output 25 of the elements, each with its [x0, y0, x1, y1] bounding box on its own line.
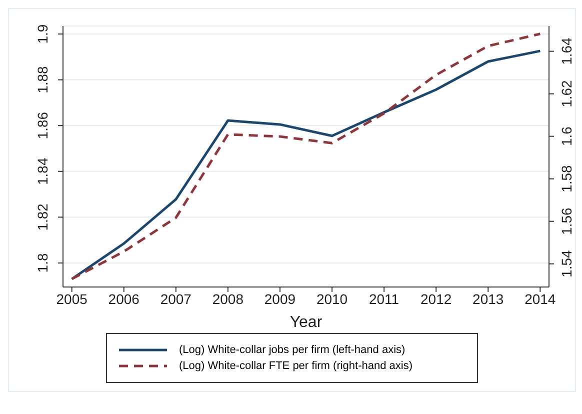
y-tick-label: 1.82: [34, 203, 51, 231]
y2-tick-label: 1.64: [558, 37, 575, 65]
x-axis-title: Year: [290, 314, 323, 331]
y-tick-label: 1.88: [34, 66, 51, 94]
x-tick-label: 2010: [316, 290, 348, 307]
x-tick-label: 2012: [420, 290, 452, 307]
x-tick-label: 2011: [368, 290, 400, 307]
y2-tick-label: 1.58: [558, 164, 575, 192]
x-tick-label: 2006: [108, 290, 140, 307]
y2-tick-label: 1.54: [558, 250, 575, 278]
x-tick-label: 2009: [264, 290, 296, 307]
x-tick-label: 2007: [160, 290, 192, 307]
y-tick-label: 1.8: [34, 253, 51, 273]
y2-tick-label: 1.6: [558, 126, 575, 146]
x-tick-label: 2005: [56, 290, 88, 307]
x-tick-label: 2014: [524, 290, 556, 307]
y2-tick-label: 1.62: [558, 80, 575, 108]
legend-label: (Log) White-collar jobs per firm (left-hand axis): [179, 344, 406, 356]
x-tick-label: 2013: [472, 290, 504, 307]
y-tick-label: 1.9: [34, 24, 51, 44]
x-tick-label: 2008: [212, 290, 244, 307]
y-tick-label: 1.86: [34, 112, 51, 140]
legend-label: (Log) White-collar FTE per firm (right-hand axis): [179, 360, 413, 372]
y2-tick-label: 1.56: [558, 207, 575, 235]
y-tick-label: 1.84: [34, 158, 51, 186]
